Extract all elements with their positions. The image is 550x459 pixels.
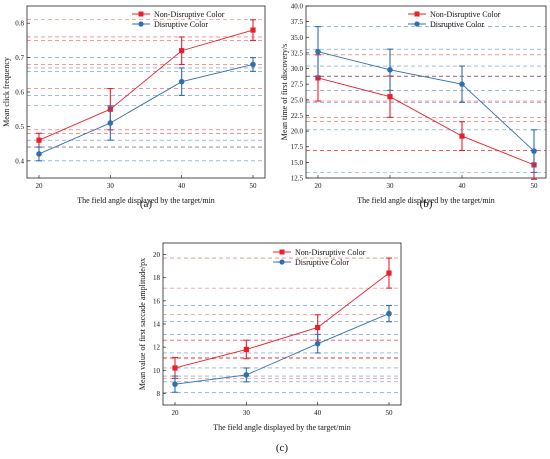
y-tick-label: 15.0 — [291, 159, 304, 167]
x-tick-label: 30 — [387, 182, 395, 190]
data-point-disruptive — [386, 310, 392, 317]
x-tick-label: 50 — [531, 182, 539, 190]
legend-marker-circle — [414, 21, 420, 27]
data-point-disruptive — [243, 372, 250, 378]
y-tick-label: 32.5 — [291, 49, 304, 57]
x-tick-label: 40 — [178, 182, 186, 190]
data-point-non-disruptive — [172, 365, 178, 371]
legend-label: Non-Disruptive Color — [154, 10, 225, 19]
y-tick-label: 16 — [153, 297, 161, 305]
y-tick-label: 0.7 — [15, 54, 24, 62]
chart-panel-1: 0.4 0.5 0.6 0.7 0.8 20 30 40 50 Non-Disruptive Co… — [2, 5, 266, 210]
series-line-disruptive — [38, 64, 254, 155]
y-axis-title: Mean click frequency — [2, 57, 11, 127]
legend-label: Disruptive Color — [430, 20, 484, 29]
x-tick-label: 50 — [386, 409, 394, 417]
x-axis-title: The field angle displayed by the target/… — [213, 423, 351, 432]
legend-marker-circle — [279, 259, 285, 265]
y-tick-label: 0.5 — [15, 123, 24, 131]
legend-marker-square — [414, 11, 420, 17]
y-axis-title: Mean time of first discovery/s — [280, 44, 289, 140]
data-point-disruptive — [172, 381, 178, 387]
y-tick-label: 0.4 — [15, 157, 24, 165]
y-tick-label: 0.6 — [15, 89, 24, 97]
legend-label: Non-Disruptive Color — [295, 248, 366, 257]
chart-panel-3: 8 10 12 14 16 18 20 20 30 40 50 Non-Disruptive Colo… — [138, 242, 402, 454]
y-tick-label: 30.0 — [291, 65, 304, 73]
y-tick-label: 25.0 — [291, 96, 304, 104]
y-tick-label: 0.8 — [15, 20, 24, 28]
data-point-disruptive — [178, 78, 185, 85]
y-tick-label: 20.0 — [291, 128, 304, 136]
data-point-disruptive — [36, 151, 42, 157]
y-tick-label: 20 — [153, 251, 161, 259]
panel-caption: (b) — [420, 198, 433, 210]
x-tick-label: 40 — [459, 182, 467, 190]
x-tick-label: 20 — [36, 182, 44, 190]
y-tick-label: 27.5 — [291, 81, 304, 89]
data-point-non-disruptive — [387, 94, 393, 100]
panel-caption: (c) — [276, 442, 289, 454]
y-axis-title: Mean value of first saccade amplitude/px — [138, 258, 147, 390]
data-point-disruptive — [387, 66, 393, 73]
data-point-non-disruptive — [386, 270, 392, 276]
data-point-non-disruptive — [250, 27, 256, 33]
legend-label: Disruptive Color — [295, 258, 349, 267]
series-line-disruptive — [174, 313, 390, 385]
data-point-non-disruptive — [36, 137, 42, 143]
y-tick-label: 8 — [157, 390, 161, 398]
data-point-non-disruptive — [179, 48, 185, 54]
legend-label: Disruptive Color — [154, 20, 208, 29]
y-tick-label: 37.5 — [291, 18, 304, 26]
y-tick-label: 10 — [153, 367, 161, 375]
data-point-disruptive — [315, 48, 321, 55]
y-tick-label: 12.5 — [291, 175, 304, 183]
x-axis-title: The field angle displayed by the target/… — [77, 196, 215, 205]
data-point-non-disruptive — [315, 324, 321, 331]
x-tick-label: 50 — [250, 182, 258, 190]
x-tick-label: 30 — [107, 182, 115, 190]
data-point-disruptive — [459, 81, 465, 87]
data-point-non-disruptive — [459, 133, 465, 139]
data-point-non-disruptive — [315, 75, 321, 81]
legend-marker-square — [279, 249, 285, 255]
x-tick-label: 20 — [315, 182, 323, 190]
x-tick-label: 20 — [172, 409, 180, 417]
data-point-disruptive — [250, 61, 256, 68]
series-line-non-disruptive — [317, 77, 535, 166]
x-tick-label: 40 — [314, 409, 322, 417]
y-tick-label: 17.5 — [291, 143, 304, 151]
data-point-non-disruptive — [243, 346, 249, 353]
legend-marker-square — [138, 11, 144, 17]
y-tick-label: 22.5 — [291, 112, 304, 120]
data-point-disruptive — [531, 148, 537, 154]
x-axis-title: The field angle displayed by the target/… — [357, 196, 495, 205]
series-line-disruptive — [317, 51, 535, 152]
series-line-non-disruptive — [38, 29, 254, 141]
chart-panel-2: 12.5 15.0 17.5 20.0 22.5 25.0 27.5 30.0 32.5 35.0… — [280, 3, 547, 210]
panel-caption: (a) — [140, 198, 153, 210]
y-tick-label: 18 — [153, 274, 161, 282]
y-tick-label: 35.0 — [291, 34, 304, 42]
data-point-disruptive — [314, 340, 321, 347]
plot-frame — [305, 5, 547, 179]
legend-marker-circle — [138, 21, 144, 27]
y-tick-label: 14 — [153, 321, 161, 329]
legend-label: Non-Disruptive Color — [430, 10, 501, 19]
y-tick-label: 40.0 — [291, 3, 304, 11]
plot-frame — [26, 5, 266, 179]
data-point-disruptive — [107, 120, 114, 126]
y-tick-label: 12 — [153, 344, 161, 352]
series-line-non-disruptive — [174, 272, 390, 369]
x-tick-label: 30 — [243, 409, 251, 417]
